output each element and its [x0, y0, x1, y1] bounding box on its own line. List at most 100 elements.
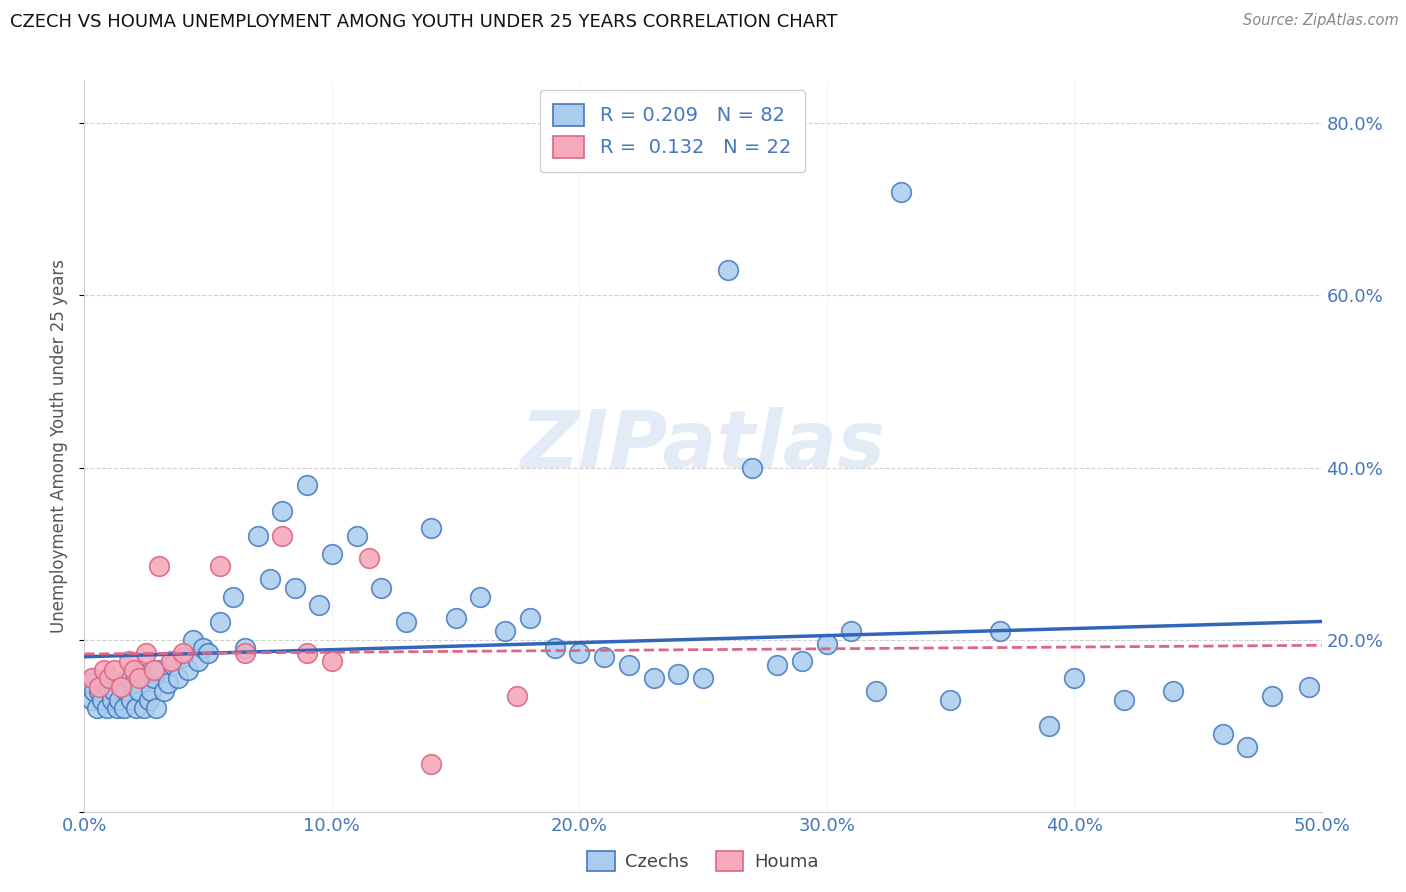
Point: [187, 654, 209, 668]
Point: [86, 701, 108, 715]
Point: [519, 611, 541, 625]
Point: [593, 649, 616, 664]
Point: [717, 262, 740, 277]
Point: [1261, 689, 1284, 703]
Y-axis label: Unemployment Among Youth under 25 years: Unemployment Among Youth under 25 years: [51, 259, 69, 633]
Point: [93, 675, 115, 690]
Point: [370, 581, 392, 595]
Point: [692, 671, 714, 685]
Point: [506, 689, 529, 703]
Point: [98, 680, 121, 694]
Point: [90, 693, 112, 707]
Point: [741, 460, 763, 475]
Point: [142, 663, 165, 677]
Point: [80, 671, 103, 685]
Point: [118, 654, 141, 668]
Point: [148, 559, 170, 574]
Text: Source: ZipAtlas.com: Source: ZipAtlas.com: [1243, 13, 1399, 29]
Point: [96, 701, 118, 715]
Point: [142, 671, 165, 685]
Point: [145, 701, 167, 715]
Point: [128, 671, 150, 685]
Point: [100, 693, 122, 707]
Point: [157, 675, 180, 690]
Point: [120, 693, 142, 707]
Point: [108, 693, 131, 707]
Point: [152, 684, 174, 698]
Point: [259, 573, 281, 587]
Point: [110, 675, 132, 690]
Point: [271, 529, 294, 543]
Point: [89, 684, 111, 698]
Point: [284, 581, 307, 595]
Point: [135, 671, 157, 685]
Point: [568, 646, 591, 660]
Point: [181, 632, 204, 647]
Point: [112, 701, 135, 715]
Point: [865, 684, 887, 698]
Point: [766, 658, 789, 673]
Point: [162, 658, 184, 673]
Point: [122, 675, 145, 690]
Point: [988, 624, 1011, 638]
Point: [419, 757, 441, 772]
Legend: Czechs, Houma: Czechs, Houma: [581, 844, 825, 879]
Point: [135, 646, 157, 660]
Point: [103, 663, 125, 677]
Point: [80, 693, 103, 707]
Point: [1161, 684, 1184, 698]
Point: [357, 550, 380, 565]
Point: [617, 658, 640, 673]
Point: [110, 680, 132, 694]
Point: [167, 671, 190, 685]
Point: [790, 654, 813, 668]
Point: [295, 477, 318, 491]
Point: [643, 671, 665, 685]
Point: [138, 693, 160, 707]
Point: [666, 667, 689, 681]
Legend: R = 0.209   N = 82, R =  0.132   N = 22: R = 0.209 N = 82, R = 0.132 N = 22: [540, 90, 804, 172]
Point: [233, 641, 256, 656]
Point: [128, 684, 150, 698]
Point: [321, 654, 343, 668]
Point: [172, 649, 194, 664]
Point: [160, 654, 183, 668]
Point: [470, 590, 492, 604]
Point: [172, 646, 194, 660]
Point: [209, 615, 232, 630]
Point: [1038, 719, 1060, 733]
Point: [939, 693, 962, 707]
Point: [841, 624, 863, 638]
Point: [115, 684, 138, 698]
Point: [308, 598, 330, 612]
Text: CZECH VS HOUMA UNEMPLOYMENT AMONG YOUTH UNDER 25 YEARS CORRELATION CHART: CZECH VS HOUMA UNEMPLOYMENT AMONG YOUTH …: [10, 13, 838, 31]
Point: [191, 641, 214, 656]
Point: [1063, 671, 1085, 685]
Point: [1112, 693, 1135, 707]
Point: [93, 663, 115, 677]
Point: [83, 684, 105, 698]
Point: [177, 663, 200, 677]
Point: [494, 624, 516, 638]
Point: [209, 559, 232, 574]
Point: [122, 663, 145, 677]
Point: [543, 641, 565, 656]
Point: [419, 521, 441, 535]
Point: [321, 547, 343, 561]
Point: [222, 590, 245, 604]
Point: [141, 684, 163, 698]
Point: [98, 671, 121, 685]
Point: [1236, 740, 1258, 755]
Point: [118, 671, 141, 685]
Point: [125, 701, 148, 715]
Point: [395, 615, 418, 630]
Point: [148, 663, 170, 677]
Point: [233, 646, 256, 660]
Point: [346, 529, 368, 543]
Point: [129, 667, 152, 681]
Point: [1212, 727, 1234, 741]
Point: [1298, 680, 1320, 694]
Point: [79, 675, 101, 690]
Point: [444, 611, 467, 625]
Point: [246, 529, 269, 543]
